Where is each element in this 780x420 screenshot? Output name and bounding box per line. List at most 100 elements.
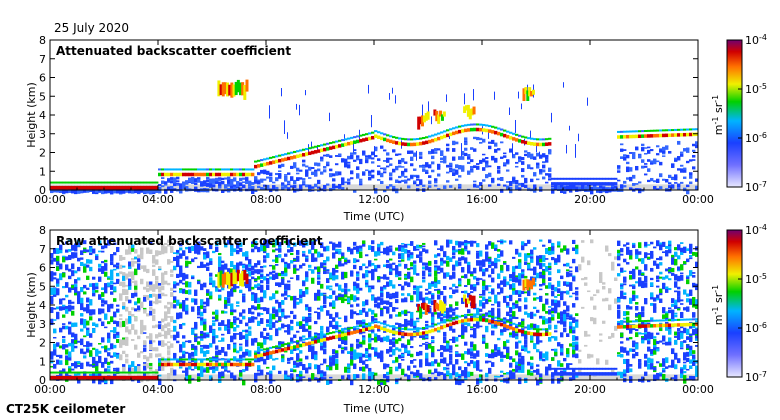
aerosol-cell [650, 177, 654, 182]
noise-cell [455, 336, 459, 342]
noise-cell [215, 335, 219, 339]
noise-cell [518, 252, 522, 257]
noise-cell [362, 242, 366, 247]
aerosol-cell [314, 183, 318, 188]
aerosol-cell [458, 164, 462, 170]
layer-cell [665, 133, 669, 138]
noise-cell [143, 332, 147, 334]
layer-cell [557, 177, 561, 180]
layer-cell [677, 128, 681, 131]
layer-cell [581, 177, 585, 180]
aerosol-cell [296, 103, 297, 110]
noise-cell [410, 252, 414, 255]
aerosol-cell [503, 184, 507, 187]
layer-cell [170, 172, 174, 177]
noise-cell [179, 269, 183, 274]
noise-cell [413, 365, 417, 368]
aerosol-cell [416, 175, 420, 179]
aerosol-cell [260, 178, 264, 183]
aerosol-cell [674, 182, 678, 184]
aerosol-cell [314, 162, 318, 166]
aerosol-cell [254, 176, 258, 180]
noise-cell [215, 274, 219, 277]
noise-cell [218, 349, 222, 356]
noise-cell [518, 280, 522, 286]
noise-cell [389, 314, 393, 318]
layer-cell [518, 134, 522, 137]
noise-cell [227, 268, 231, 274]
layer-cell [491, 315, 495, 318]
aerosol-cell [452, 172, 456, 177]
noise-cell [299, 376, 303, 382]
layer-cell [311, 340, 315, 345]
noise-cell [542, 273, 546, 279]
noise-cell [80, 313, 84, 317]
layer-cell [389, 135, 393, 138]
noise-cell [266, 252, 270, 256]
layer-cell [233, 358, 237, 361]
layer-cell [443, 320, 447, 323]
noise-cell [260, 342, 264, 346]
aerosol-cell [368, 173, 372, 177]
noise-cell [77, 257, 81, 262]
layer-cell [173, 362, 177, 367]
layer-cell [398, 141, 402, 146]
aerosol-cell [341, 178, 345, 182]
noise-cell [287, 376, 291, 381]
noise-cell [455, 351, 459, 355]
noise-cell [476, 250, 480, 253]
noise-cell [227, 239, 231, 245]
noise-cell [374, 298, 378, 304]
noise-cell [491, 261, 495, 266]
noise-cell [512, 283, 516, 290]
layer-cell [539, 328, 543, 331]
noise-cell [269, 264, 273, 267]
aerosol-cell [266, 186, 270, 191]
noise-cell [89, 342, 93, 347]
noise-cell [125, 296, 129, 302]
noise-cell [95, 282, 99, 288]
noise-cell [341, 297, 345, 304]
aerosol-cell [524, 153, 528, 157]
noise-cell [233, 319, 237, 323]
noise-cell [305, 320, 309, 327]
aerosol-cell [221, 189, 225, 193]
layer-cell [608, 182, 612, 186]
noise-cell [257, 269, 261, 275]
noise-cell [386, 363, 390, 368]
layer-cell [509, 131, 513, 134]
noise-cell [494, 348, 498, 351]
noise-cell [170, 334, 174, 339]
noise-cell [194, 298, 198, 305]
noise-cell [218, 266, 222, 271]
noise-cell [338, 250, 342, 255]
aerosol-cell [281, 184, 285, 187]
noise-cell [419, 373, 423, 379]
noise-cell [191, 276, 195, 280]
aerosol-cell [632, 174, 636, 179]
noise-cell [62, 256, 66, 263]
aerosol-cell [437, 188, 441, 191]
layer-cell [674, 133, 678, 137]
noise-cell [488, 291, 492, 294]
noise-cell [194, 345, 198, 352]
noise-cell [464, 285, 468, 287]
noise-cell [176, 358, 180, 365]
aerosol-cell [686, 184, 690, 188]
noise-cell [488, 264, 492, 268]
noise-cell [380, 337, 384, 343]
aerosol-cell [530, 130, 531, 140]
noise-cell [323, 341, 327, 348]
noise-cell [263, 327, 267, 331]
layer-cell [359, 324, 363, 327]
aerosol-cell [281, 187, 285, 190]
layer-cell [305, 337, 309, 340]
noise-cell [62, 272, 66, 278]
noise-cell [143, 286, 147, 290]
noise-cell [524, 297, 528, 303]
noise-cell [542, 255, 546, 262]
noise-cell [413, 246, 417, 251]
noise-cell [437, 372, 441, 375]
layer-cell [632, 134, 636, 139]
noise-cell [92, 322, 96, 326]
